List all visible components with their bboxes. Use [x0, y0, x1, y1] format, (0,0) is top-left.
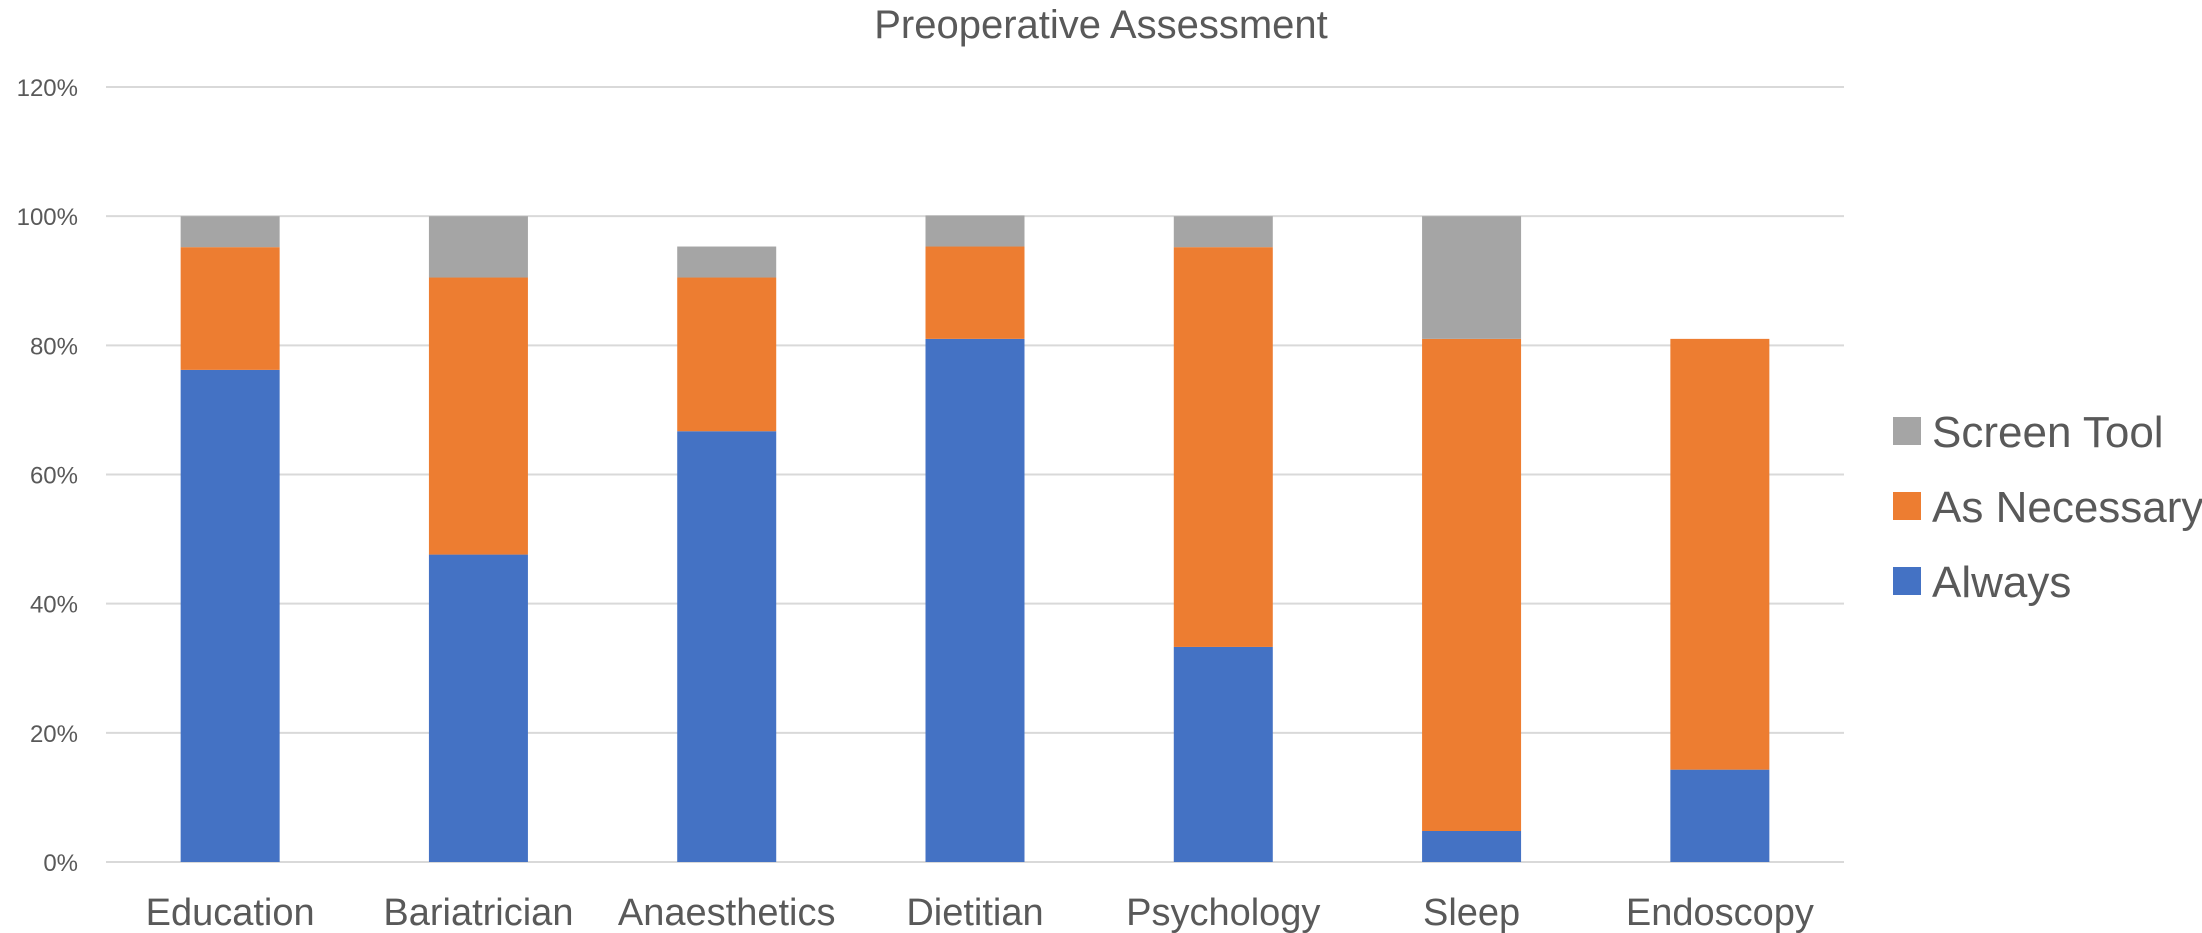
y-tick-label: 100%	[17, 204, 78, 231]
bar-as-necessary-psychology	[1173, 247, 1273, 647]
y-tick-label: 80%	[30, 333, 78, 360]
chart-title: Preoperative Assessment	[874, 3, 1328, 47]
bar-as-necessary-bariatrician	[428, 277, 528, 555]
bar-always-dietitian	[925, 338, 1025, 862]
y-axis-ticks: 0% 20% 40% 60% 80% 100% 120%	[17, 75, 78, 877]
y-tick-label: 120%	[17, 75, 78, 102]
bar-always-psychology	[1173, 646, 1273, 862]
bar-always-bariatrician	[428, 554, 528, 862]
y-tick-label: 20%	[30, 721, 78, 748]
y-tick-label: 40%	[30, 592, 78, 619]
x-tick-label: Psychology	[1126, 892, 1320, 933]
y-tick-label: 0%	[43, 850, 78, 877]
bar-always-education	[180, 369, 280, 862]
bar-screen-tool-anaesthetics	[677, 246, 777, 278]
x-tick-label: Dietitian	[906, 892, 1043, 933]
bar-as-necessary-anaesthetics	[677, 277, 777, 432]
legend-swatch	[1893, 492, 1921, 520]
bar-screen-tool-bariatrician	[428, 216, 528, 278]
x-tick-label: Endoscopy	[1626, 892, 1814, 933]
legend-swatch	[1893, 567, 1921, 595]
x-tick-label: Education	[146, 892, 315, 933]
y-tick-label: 60%	[30, 463, 78, 490]
bar-always-anaesthetics	[677, 431, 777, 862]
legend: Screen Tool As Necessary Always	[1893, 408, 2202, 607]
bars	[180, 215, 1770, 862]
bar-screen-tool-psychology	[1173, 216, 1273, 248]
bar-as-necessary-sleep	[1422, 338, 1522, 831]
x-axis-ticks: Education Bariatrician Anaesthetics Dietiti…	[146, 892, 1814, 933]
x-tick-label: Sleep	[1423, 892, 1520, 933]
legend-label: As Necessary	[1932, 483, 2202, 532]
bar-as-necessary-endoscopy	[1670, 338, 1770, 770]
bar-screen-tool-dietitian	[925, 215, 1025, 247]
bar-always-sleep	[1422, 831, 1522, 862]
bar-screen-tool-sleep	[1422, 216, 1522, 339]
legend-label: Screen Tool	[1932, 408, 2164, 457]
legend-swatch	[1893, 417, 1921, 445]
bar-as-necessary-education	[180, 247, 280, 370]
legend-label: Always	[1932, 558, 2071, 607]
x-tick-label: Anaesthetics	[618, 892, 836, 933]
bar-as-necessary-dietitian	[925, 246, 1025, 339]
bar-screen-tool-education	[180, 216, 280, 248]
bar-always-endoscopy	[1670, 769, 1770, 862]
x-tick-label: Bariatrician	[383, 892, 573, 933]
